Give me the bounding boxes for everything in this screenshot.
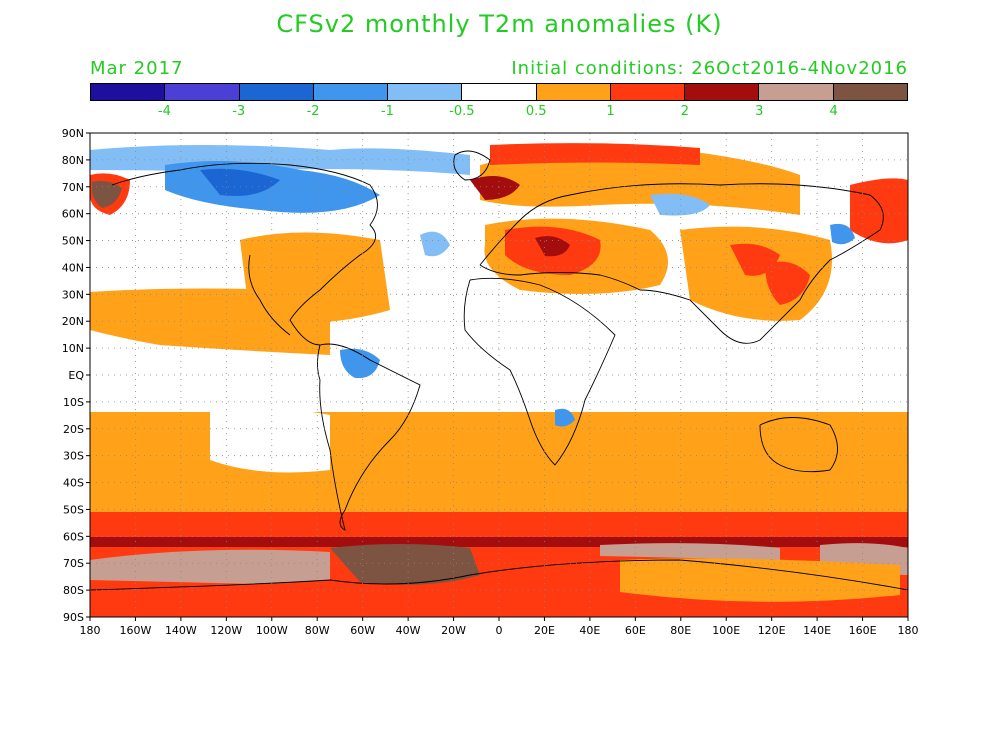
lon-label: 100W bbox=[256, 624, 288, 637]
colorbar-swatch bbox=[462, 84, 537, 100]
anomaly-patch-antarctic-plateau bbox=[620, 558, 900, 602]
lon-label: 120W bbox=[210, 624, 242, 637]
coastline-antarctica bbox=[90, 559, 908, 591]
lat-label: 50S bbox=[63, 503, 84, 516]
lon-label: 80W bbox=[305, 624, 330, 637]
lat-label: 40S bbox=[63, 477, 84, 490]
colorbar-swatch bbox=[833, 84, 907, 100]
lon-label: 140E bbox=[803, 624, 831, 637]
coastline-africa bbox=[463, 277, 616, 466]
coastline-australia bbox=[759, 417, 838, 473]
colorbar-swatch bbox=[388, 84, 463, 100]
lat-label: 60N bbox=[62, 208, 84, 221]
lon-label: 100E bbox=[712, 624, 740, 637]
initial-conditions: Initial conditions: 26Oct2016-4Nov2016 bbox=[511, 58, 908, 79]
anomaly-patch-north-eurasia bbox=[480, 149, 800, 215]
anomaly-patch-arctic-warm bbox=[490, 143, 700, 165]
coastline-north-america-west bbox=[248, 254, 291, 336]
coastlines bbox=[90, 150, 908, 591]
colorbar-label: 4 bbox=[829, 104, 838, 119]
colorbar-label: -4 bbox=[157, 104, 171, 119]
lon-label: 40E bbox=[579, 624, 600, 637]
lon-label: 140W bbox=[165, 624, 197, 637]
lat-label: 10N bbox=[62, 342, 84, 355]
lat-label: 20N bbox=[62, 315, 84, 328]
valid-month: Mar 2017 bbox=[90, 58, 184, 79]
lon-label: 20W bbox=[441, 624, 466, 637]
lon-label: 40W bbox=[396, 624, 421, 637]
colorbar-label: 2 bbox=[680, 104, 690, 119]
lat-label: 10S bbox=[63, 396, 84, 409]
colorbar-swatch bbox=[165, 84, 240, 100]
anomaly-patch-ukraine bbox=[535, 236, 570, 257]
colorbar-label: 0.5 bbox=[525, 104, 547, 119]
anomaly-band-50s bbox=[90, 512, 908, 537]
lat-label: EQ bbox=[68, 369, 84, 382]
anomaly-patch-weddell bbox=[330, 544, 480, 585]
anomaly-patch-australia bbox=[760, 412, 831, 465]
lat-label: 40N bbox=[62, 261, 84, 274]
lat-label: 30N bbox=[62, 288, 84, 301]
colorbar-label: -3 bbox=[232, 104, 246, 119]
anomaly-patch-kamchatka-cold bbox=[830, 223, 855, 245]
anomaly-gap-south-pacific bbox=[210, 408, 330, 473]
lon-label: 180 bbox=[80, 624, 101, 637]
anomaly-patch-siberia-east bbox=[850, 178, 908, 244]
lat-label: 30S bbox=[63, 450, 84, 463]
anomaly-patch-east-antarctica bbox=[600, 543, 780, 560]
latitude-labels: 90N 80N 70N 60N 50N 40N 30N 20N 10N EQ 10S 20S 30S 40… bbox=[62, 127, 85, 624]
colorbar-swatch bbox=[313, 84, 389, 100]
anomaly-patch-canada-core bbox=[200, 168, 280, 196]
gridlines bbox=[90, 133, 908, 617]
colorbar-label: -0.5 bbox=[449, 104, 475, 119]
lat-label: 50N bbox=[62, 235, 84, 248]
anomaly-patch-amazon-cold bbox=[340, 348, 380, 379]
map-title: CFSv2 monthly T2m anomalies (K) bbox=[276, 10, 723, 38]
colorbar-swatch bbox=[239, 84, 314, 100]
anomaly-patch-north-atlantic-cold bbox=[420, 231, 450, 257]
colorbar bbox=[90, 83, 908, 101]
colorbar-label: -2 bbox=[306, 104, 320, 119]
lat-label: 90N bbox=[62, 127, 84, 140]
lon-label: 60E bbox=[625, 624, 646, 637]
axis-ticks bbox=[86, 132, 909, 621]
colorbar-label: 3 bbox=[755, 104, 764, 119]
colorbar-swatch bbox=[685, 84, 760, 100]
lon-label: 160W bbox=[120, 624, 152, 637]
colorbar-label: 1 bbox=[606, 104, 615, 119]
coastline-north-america bbox=[111, 162, 378, 346]
anomaly-patch-africa-cold bbox=[555, 408, 575, 427]
lon-label: 160E bbox=[849, 624, 877, 637]
colorbar-label: -1 bbox=[380, 104, 394, 119]
lat-label: 80S bbox=[63, 584, 84, 597]
coastline-greenland bbox=[453, 150, 491, 181]
lon-label: 0 bbox=[496, 624, 503, 637]
lon-label: 60W bbox=[350, 624, 375, 637]
lon-label: 20E bbox=[534, 624, 555, 637]
lon-label: 180 bbox=[898, 624, 919, 637]
anomaly-patch-antarctic-west bbox=[90, 580, 500, 617]
lon-label: 80E bbox=[670, 624, 691, 637]
lat-label: 70N bbox=[62, 181, 84, 194]
lat-label: 60S bbox=[63, 530, 84, 543]
colorbar-swatch bbox=[536, 84, 611, 100]
coastline-south-america bbox=[317, 343, 421, 531]
longitude-labels: 180 160W 140W 120W 100W 80W 60W 40W 20W 0 20E 40E 60… bbox=[80, 624, 919, 637]
colorbar-swatch bbox=[91, 84, 166, 100]
anomaly-patch-ross bbox=[90, 549, 330, 586]
anomaly-patch-alaska-core bbox=[92, 180, 122, 208]
anomaly-patch-siberia-cold bbox=[650, 193, 710, 216]
lon-label: 120E bbox=[758, 624, 786, 637]
lat-label: 80N bbox=[62, 154, 84, 167]
lat-label: 70S bbox=[63, 557, 84, 570]
lat-label: 20S bbox=[63, 423, 84, 436]
anomaly-patch-barents bbox=[470, 176, 520, 200]
colorbar-swatch bbox=[610, 84, 686, 100]
lat-label: 90S bbox=[63, 611, 84, 624]
anomaly-patch-north-america bbox=[240, 232, 390, 324]
colorbar-swatch bbox=[759, 84, 834, 100]
coastline-eurasia bbox=[479, 183, 884, 344]
